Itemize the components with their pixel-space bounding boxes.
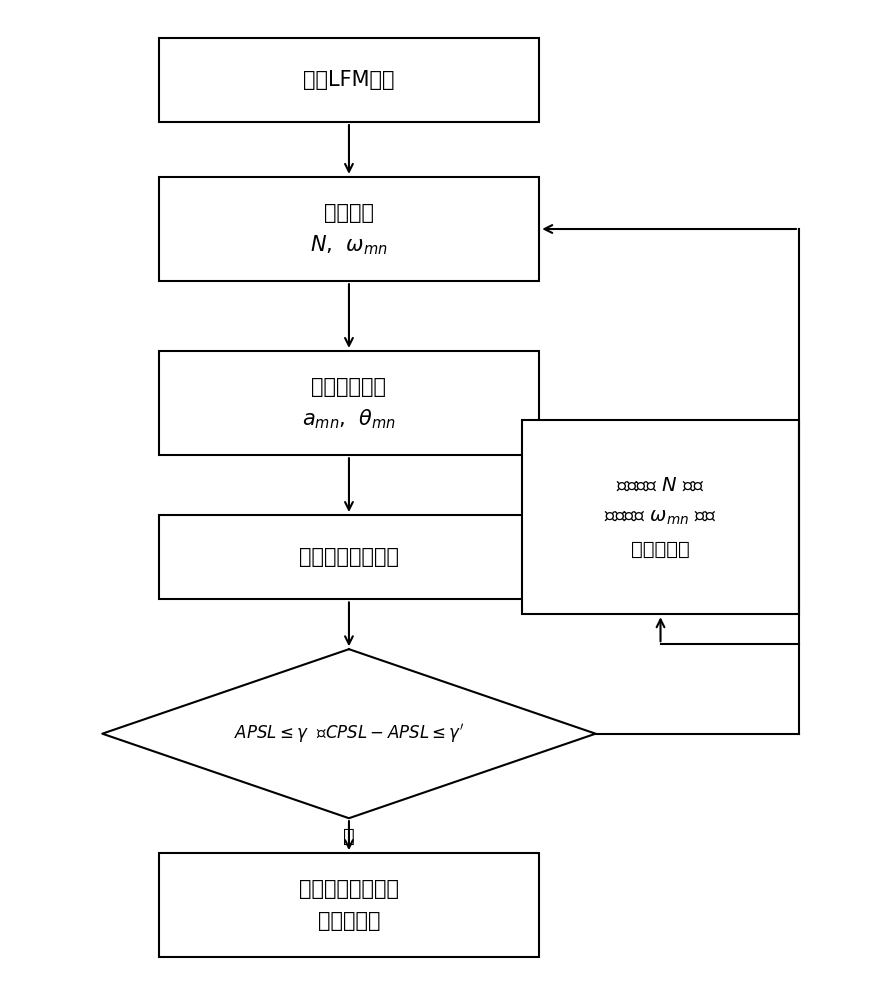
FancyBboxPatch shape — [159, 38, 539, 122]
Text: $a_{mn}$,  $\theta_{mn}$: $a_{mn}$, $\theta_{mn}$ — [302, 407, 396, 431]
Text: 形设计完成: 形设计完成 — [318, 911, 381, 931]
Text: 是: 是 — [343, 827, 354, 846]
Text: 取频带范围: 取频带范围 — [631, 540, 690, 559]
Text: 调整参数 $N$ 的取: 调整参数 $N$ 的取 — [617, 476, 705, 495]
Text: 参数选择合适，波: 参数选择合适，波 — [299, 879, 399, 899]
Text: 随机产生参数: 随机产生参数 — [312, 377, 387, 397]
Text: 基准LFM信号: 基准LFM信号 — [303, 70, 395, 90]
FancyBboxPatch shape — [159, 853, 539, 957]
Text: $N$,  $\omega_{mn}$: $N$, $\omega_{mn}$ — [310, 233, 388, 257]
FancyBboxPatch shape — [522, 420, 799, 614]
Text: 选定参数: 选定参数 — [324, 203, 374, 223]
FancyBboxPatch shape — [159, 177, 539, 281]
Text: 仿真分析相关特性: 仿真分析相关特性 — [299, 547, 399, 567]
Text: 值与参数 $\omega_{mn}$ 的选: 值与参数 $\omega_{mn}$ 的选 — [604, 508, 717, 527]
FancyBboxPatch shape — [159, 351, 539, 455]
Text: $APSL\leq\gamma$  且$CPSL - APSL\leq\gamma'$: $APSL\leq\gamma$ 且$CPSL - APSL\leq\gamma… — [233, 722, 464, 745]
FancyBboxPatch shape — [159, 515, 539, 599]
